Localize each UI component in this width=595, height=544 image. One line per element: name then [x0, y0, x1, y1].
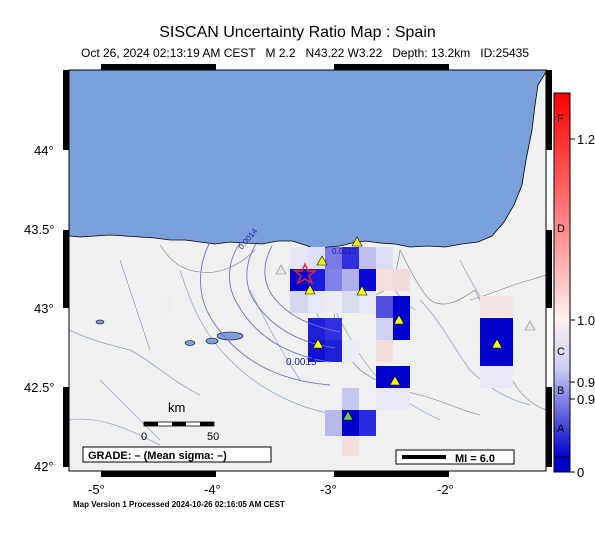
station-icon — [393, 314, 405, 325]
event-subtitle: Oct 26, 2024 02:13:19 AM CEST M 2.2 N43.… — [80, 46, 530, 60]
station-icon — [316, 255, 328, 266]
station-icon — [342, 410, 354, 421]
lon-tick-label: -4° — [204, 482, 221, 497]
colorbar-value: 1.0 — [577, 313, 595, 328]
frame-ticks — [63, 64, 552, 477]
station-icon — [275, 264, 287, 275]
scale-bar: km 0 50 — [141, 400, 219, 443]
lake — [216, 331, 244, 341]
grade-letter: B — [557, 385, 564, 397]
grade-letter: A — [557, 423, 565, 435]
contour-label: 0.0015 — [286, 357, 317, 368]
lon-tick-label: -2° — [437, 482, 454, 497]
footer-processed: Map Version 1 Processed 2024-10-26 02:16… — [73, 500, 285, 509]
grade-letter: D — [557, 223, 565, 235]
lat-tick-label: 42° — [34, 459, 54, 474]
station-icon — [389, 375, 401, 386]
colorbar-value: 0.9 — [577, 375, 595, 390]
sea-area — [69, 70, 546, 251]
colorbar-value: 0.9 — [577, 392, 595, 407]
map-title: SISCAN Uncertainty Ratio Map : Spain — [159, 24, 436, 41]
contour-label: 0.0013 — [332, 247, 357, 256]
seismic-stations — [275, 236, 536, 421]
mi-box — [395, 449, 515, 465]
station-icon — [351, 236, 363, 247]
lake — [184, 340, 196, 346]
lon-tick-label: -3° — [320, 482, 337, 497]
station-icon — [312, 338, 324, 349]
epicenter-icon — [293, 262, 317, 285]
station-icon — [491, 338, 503, 349]
lake — [95, 319, 105, 325]
grade-text: GRADE: – (Mean sigma: –) — [88, 450, 227, 462]
colorbar: F D C B A 1.2 1.0 0.9 0.9 0 — [553, 92, 595, 480]
grade-letter: F — [557, 113, 564, 125]
lat-tick-label: 43.5° — [24, 222, 55, 237]
colorbar-value: 1.2 — [577, 132, 595, 147]
lon-tick-label: -5° — [88, 482, 105, 497]
grade-box — [82, 446, 272, 463]
station-icon — [524, 320, 536, 331]
lat-tick-label: 42.5° — [24, 380, 55, 395]
grade-letter: C — [557, 346, 565, 358]
scale-tick: 0 — [141, 431, 147, 443]
lake — [205, 337, 219, 345]
mi-text: MI = 6.0 — [455, 453, 495, 465]
contour-lines — [200, 241, 341, 386]
uncertainty-cells — [160, 247, 513, 456]
lat-tick-label: 44° — [34, 143, 54, 158]
mi-line — [402, 455, 446, 459]
station-icon — [356, 285, 368, 296]
colorbar-value: 0 — [577, 465, 584, 480]
lat-tick-label: 43° — [34, 301, 54, 316]
scale-tick: 50 — [207, 431, 219, 443]
station-icon — [304, 284, 316, 295]
scale-unit: km — [168, 400, 185, 415]
